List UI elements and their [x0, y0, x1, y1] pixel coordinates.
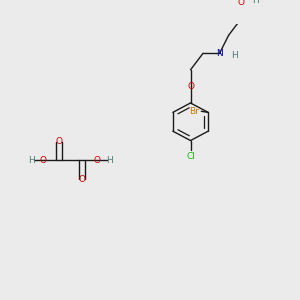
Text: Br: Br	[189, 107, 199, 116]
Text: O: O	[238, 0, 245, 7]
Text: N: N	[216, 49, 223, 58]
Text: H: H	[231, 51, 238, 60]
Text: Cl: Cl	[186, 152, 195, 161]
Text: H: H	[28, 156, 35, 165]
Text: O: O	[94, 156, 101, 165]
Text: O: O	[78, 175, 85, 184]
Text: H: H	[106, 156, 112, 165]
Text: O: O	[40, 156, 47, 165]
Text: O: O	[56, 137, 63, 146]
Text: O: O	[187, 82, 194, 91]
Text: H: H	[252, 0, 259, 5]
